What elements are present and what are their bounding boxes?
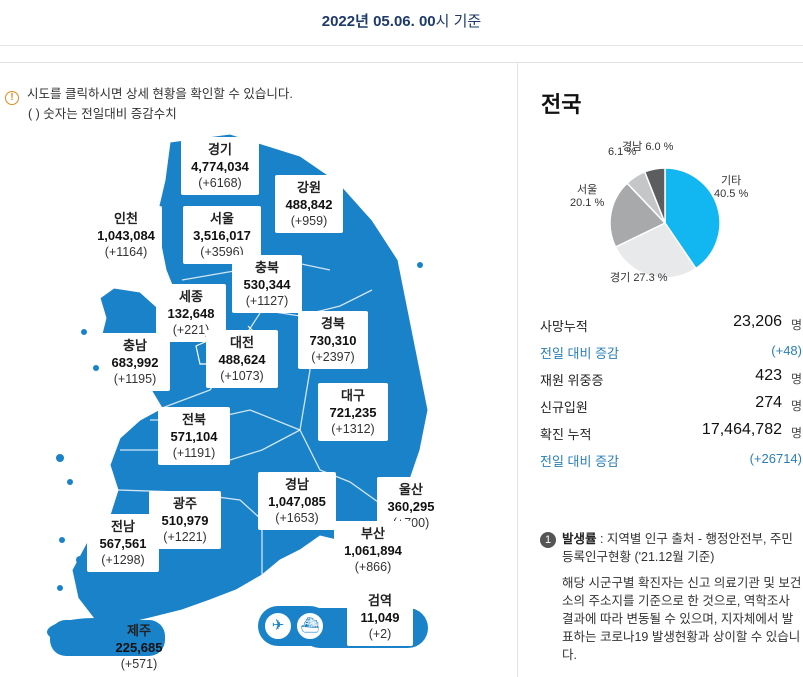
note-number-badge: 1 [540, 532, 556, 548]
airplane-icon[interactable]: ✈ [263, 611, 293, 641]
region-jeju[interactable]: 제주 225,685 (+571) [115, 623, 163, 671]
pie-label-seoul: 서울 20.1 % [570, 184, 605, 209]
pie-label-etc: 기타 40.5 % [714, 175, 749, 200]
stat-critical: 재원 위중증 423 명 [540, 367, 802, 388]
ship-icon[interactable]: ⛴ [295, 611, 325, 641]
region-chungnam[interactable]: 충남 683,992 (+1195) [100, 333, 170, 391]
pie-label-gyeongnam: 경남 6.0 % [622, 141, 674, 153]
info-icon: ! [5, 91, 19, 105]
region-busan[interactable]: 부산 1,061,894 (+866) [334, 521, 412, 579]
region-jeonnam[interactable]: 전남 567,561 (+1298) [87, 514, 159, 572]
panel-title: 전국 [541, 92, 582, 117]
vertical-divider [517, 63, 518, 677]
stat-confirmed: 확진 누적 17,464,782 명 [540, 421, 802, 442]
region-jeonbuk[interactable]: 전북 571,104 (+1191) [158, 407, 230, 465]
map-shape [47, 133, 429, 656]
region-gwangju[interactable]: 광주 510,979 (+1221) [149, 491, 221, 549]
info-text: ! 시도를 클릭하시면 상세 현황을 확인할 수 있습니다. ( ) 숫자는 전일… [5, 85, 293, 124]
region-daegu[interactable]: 대구 721,235 (+1312) [318, 383, 388, 441]
pie-chart [609, 167, 721, 279]
region-incheon[interactable]: 인천 1,043,084 (+1164) [90, 206, 162, 264]
pie-label-busan: 6.1 % [608, 146, 637, 158]
stat-deaths-delta: 전일 대비 증감 (+48) [540, 343, 802, 361]
stat-admissions: 신규입원 274 명 [540, 394, 802, 415]
stats-list: 사망누적 23,206 명 전일 대비 증감 (+48) 재원 위중증 423 명 신규입… [540, 311, 802, 473]
pie-slice-0 [664, 167, 721, 270]
korea-map[interactable]: 경기 4,774,034 (+6168) 강원 488,842 (+959) 인천 1,0… [0, 120, 517, 677]
region-gyeonggi[interactable]: 경기 4,774,034 (+6168) [181, 137, 259, 195]
pie-slice-1 [614, 222, 697, 279]
stat-confirmed-delta: 전일 대비 증감 (+26714) [540, 451, 802, 469]
pie-slice-2 [609, 182, 667, 249]
region-daejeon[interactable]: 대전 488,624 (+1073) [206, 330, 278, 388]
region-gyeongnam[interactable]: 경남 1,047,085 (+1653) [258, 472, 336, 530]
region-gangwon[interactable]: 강원 488,842 (+959) [275, 175, 343, 233]
divider [0, 62, 803, 63]
region-chungbuk[interactable]: 충북 530,344 (+1127) [232, 255, 302, 313]
pie-label-gyeonggi: 경기 27.3 % [610, 272, 668, 284]
transit-toggle[interactable]: ✈ ⛴ [258, 606, 330, 646]
region-quarantine[interactable]: 검역 11,049 (+2) [347, 588, 413, 646]
region-gyeongbuk[interactable]: 경북 730,310 (+2397) [298, 311, 368, 369]
incidence-note: 1 발생률 : 지역별 인구 출처 - 행정안전부, 주민등록인구현황 ('21… [540, 530, 802, 664]
base-date: 2022년 05.06. 00시 기준 [321, 13, 482, 30]
header-bar: 2022년 05.06. 00시 기준 [0, 0, 803, 46]
stat-deaths: 사망누적 23,206 명 [540, 313, 802, 334]
pie-slice-4 [643, 167, 666, 224]
